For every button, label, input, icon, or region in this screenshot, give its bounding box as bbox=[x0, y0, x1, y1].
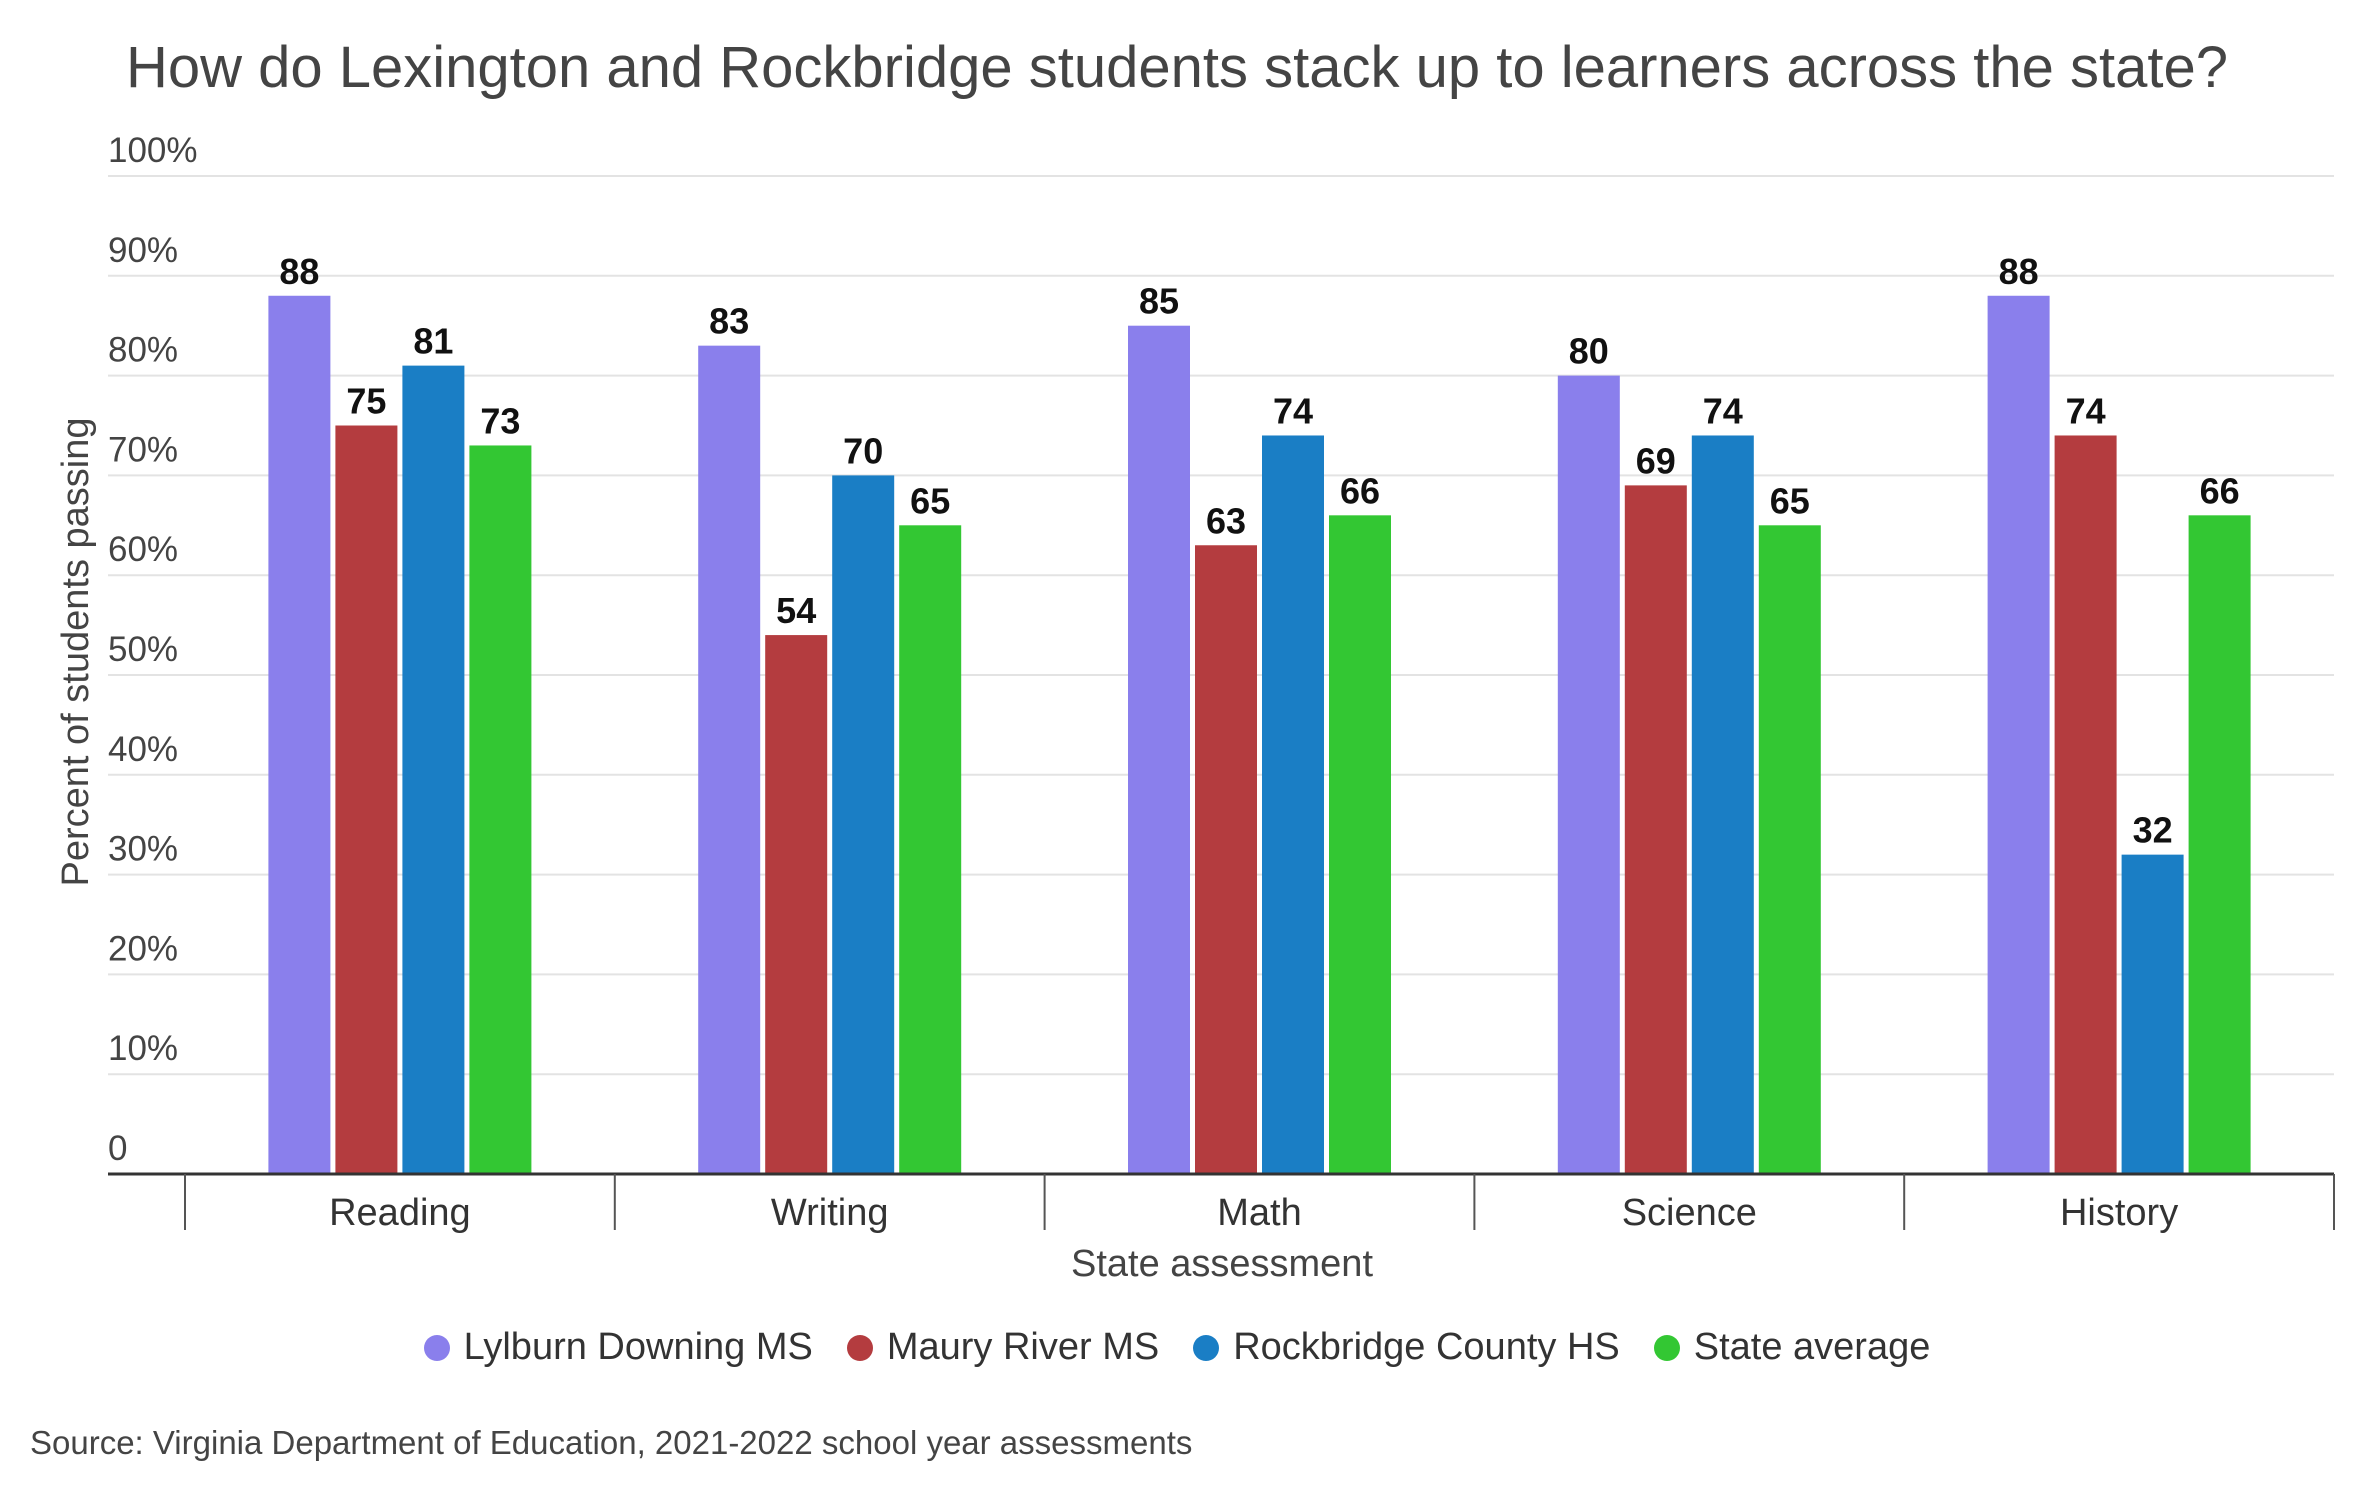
y-tick-label: 50% bbox=[108, 630, 178, 669]
legend-label: State average bbox=[1693, 1326, 1931, 1368]
y-tick-label: 80% bbox=[108, 331, 178, 370]
y-tick-label: 60% bbox=[108, 530, 178, 569]
data-label: 69 bbox=[1636, 440, 1676, 481]
data-label: 74 bbox=[2066, 390, 2106, 431]
legend-label: Rockbridge County HS bbox=[1233, 1326, 1620, 1368]
bar bbox=[1987, 295, 2050, 1174]
data-label: 85 bbox=[1139, 281, 1179, 322]
y-tick-label: 20% bbox=[108, 929, 178, 968]
legend-item: Maury River MS bbox=[846, 1326, 1160, 1369]
y-tick-label: 40% bbox=[108, 730, 178, 769]
bar bbox=[899, 525, 962, 1174]
bar bbox=[1195, 545, 1257, 1174]
bar bbox=[402, 365, 465, 1174]
data-label: 65 bbox=[1770, 480, 1810, 521]
data-label: 88 bbox=[1999, 251, 2039, 292]
bar bbox=[2054, 435, 2117, 1175]
data-label: 81 bbox=[413, 321, 453, 362]
y-tick-label: 0 bbox=[108, 1129, 127, 1168]
data-label: 54 bbox=[776, 590, 816, 631]
legend-label: Maury River MS bbox=[886, 1326, 1160, 1368]
source-note: Source: Virginia Department of Education… bbox=[30, 1424, 1193, 1461]
bar bbox=[335, 425, 398, 1174]
y-axis-title: Percent of students passing bbox=[55, 418, 97, 887]
data-label: 66 bbox=[2200, 470, 2240, 511]
y-tick-label: 10% bbox=[108, 1029, 178, 1068]
data-label: 63 bbox=[1206, 500, 1246, 541]
legend-swatch bbox=[846, 1334, 873, 1361]
x-category-label: Science bbox=[1622, 1192, 1757, 1234]
x-category-label: Math bbox=[1217, 1192, 1301, 1234]
x-axis-title: State assessment bbox=[1071, 1243, 1373, 1285]
data-label: 74 bbox=[1273, 390, 1313, 431]
data-label: 66 bbox=[1340, 470, 1380, 511]
y-axis-ticks: 0 10% 20% 30% 40% 50% 60% 70% 80% 90% 100% bbox=[108, 131, 198, 1168]
legend-swatch bbox=[423, 1334, 450, 1361]
legend-label: Lylburn Downing MS bbox=[463, 1326, 813, 1368]
legend-item: Rockbridge County HS bbox=[1193, 1326, 1620, 1369]
y-tick-label: 30% bbox=[108, 830, 178, 869]
bar bbox=[832, 475, 895, 1174]
bar bbox=[1128, 325, 1190, 1174]
bar bbox=[1691, 435, 1754, 1175]
y-tick-label: 90% bbox=[108, 231, 178, 270]
bar bbox=[765, 635, 828, 1174]
data-label: 88 bbox=[279, 251, 319, 292]
legend-item: Lylburn Downing MS bbox=[423, 1326, 813, 1369]
bar bbox=[2188, 515, 2251, 1174]
bar bbox=[469, 445, 532, 1175]
x-category-label: Reading bbox=[329, 1192, 471, 1234]
legend-item: State average bbox=[1653, 1326, 1931, 1369]
data-label: 83 bbox=[709, 301, 749, 342]
data-labels: 88 75 81 73 83 54 70 65 85 63 74 66 80 69 74 65 88 74 32 66 bbox=[279, 251, 2239, 851]
y-tick-label: 100% bbox=[108, 131, 198, 170]
bars bbox=[268, 295, 2251, 1175]
data-label: 32 bbox=[2133, 810, 2173, 851]
data-label: 74 bbox=[1703, 390, 1743, 431]
bar bbox=[1624, 485, 1687, 1174]
data-label: 73 bbox=[480, 400, 520, 441]
data-label: 75 bbox=[346, 381, 386, 422]
x-category-label: History bbox=[2060, 1192, 2178, 1234]
bar bbox=[1262, 435, 1324, 1175]
chart-title: How do Lexington and Rockbridge students… bbox=[125, 35, 2229, 100]
bar bbox=[1329, 515, 1391, 1174]
data-label: 80 bbox=[1569, 331, 1609, 372]
bar bbox=[268, 295, 331, 1174]
legend-swatch bbox=[1653, 1334, 1680, 1361]
legend: Lylburn Downing MS Maury River MS Rockbrid… bbox=[0, 1326, 2354, 1369]
data-label: 65 bbox=[910, 480, 950, 521]
bar bbox=[1557, 375, 1620, 1175]
bar bbox=[2121, 854, 2184, 1174]
legend-swatch bbox=[1193, 1334, 1220, 1361]
x-axis: Reading Writing Math Science History bbox=[108, 1172, 2335, 1234]
bar bbox=[698, 345, 761, 1174]
x-category-label: Writing bbox=[771, 1192, 889, 1234]
bar bbox=[1758, 525, 1821, 1174]
y-tick-label: 70% bbox=[108, 430, 178, 469]
data-label: 70 bbox=[843, 430, 883, 471]
